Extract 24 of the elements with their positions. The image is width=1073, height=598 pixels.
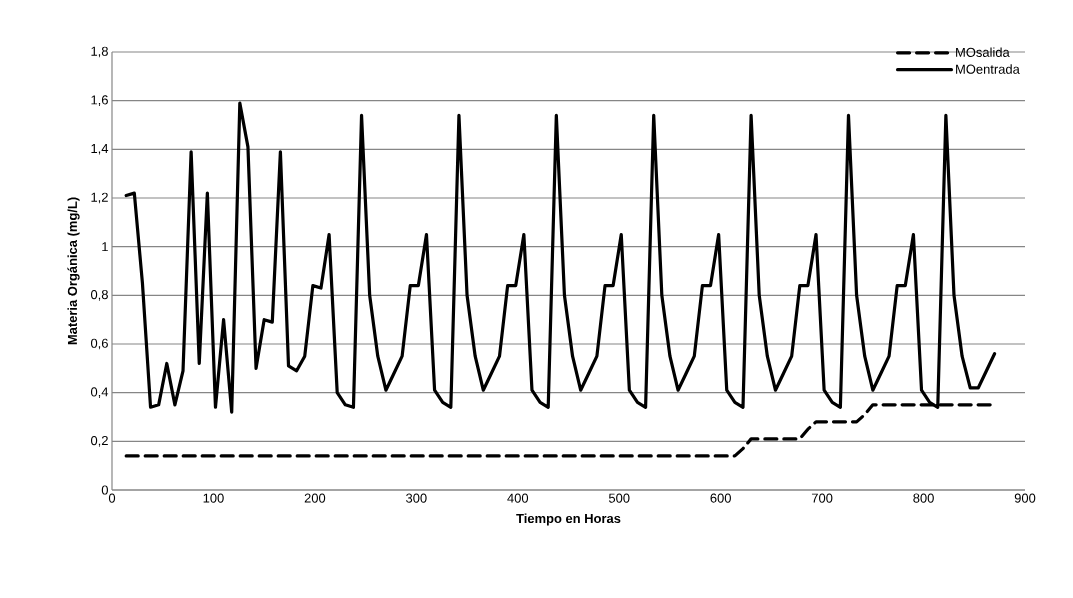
legend-label: MOsalida bbox=[956, 47, 1010, 57]
x-tick-label: 100 bbox=[203, 493, 224, 503]
x-tick-label: 400 bbox=[507, 493, 529, 503]
y-tick-label: 1,8 bbox=[91, 46, 108, 58]
x-tick-label: 900 bbox=[1014, 493, 1036, 503]
y-tick-label: 1,4 bbox=[91, 144, 109, 155]
y-tick-label: 1 bbox=[102, 242, 108, 252]
legend-label: MOentrada bbox=[956, 64, 1020, 74]
x-tick-label: 700 bbox=[811, 493, 833, 503]
x-tick-label: 500 bbox=[608, 493, 630, 503]
x-tick-label: 200 bbox=[304, 493, 326, 503]
x-axis-title: Tiempo en Horas bbox=[516, 513, 621, 526]
x-tick-label: 600 bbox=[710, 493, 731, 503]
y-tick-label: 0,4 bbox=[90, 387, 109, 399]
y-tick-label: 0,6 bbox=[90, 338, 108, 350]
y-tick-label: 1,2 bbox=[91, 192, 108, 204]
y-tick-label: 0,2 bbox=[90, 435, 108, 447]
x-tick-label: 300 bbox=[406, 493, 427, 503]
x-tick-label: 0 bbox=[108, 493, 116, 503]
y-tick-label: 0 bbox=[101, 485, 108, 495]
y-tick-label: 0,8 bbox=[90, 289, 108, 301]
y-axis-title: Materia Orgánica (mg/L) bbox=[67, 197, 80, 345]
x-tick-label: 800 bbox=[913, 493, 934, 503]
y-tick-label: 1,6 bbox=[91, 95, 108, 107]
